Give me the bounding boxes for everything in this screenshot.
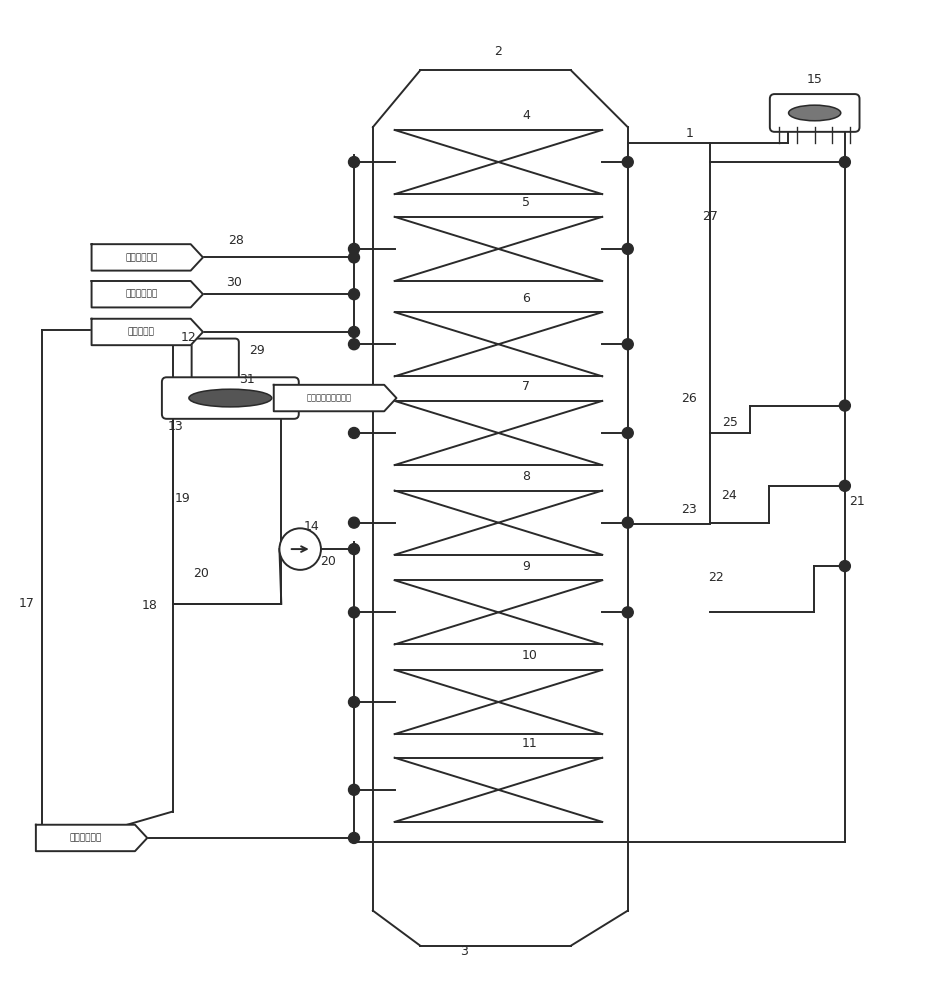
Text: 7: 7: [522, 380, 530, 393]
Text: 20: 20: [194, 567, 209, 580]
Circle shape: [348, 544, 360, 555]
Text: 高压蒸汽外供: 高压蒸汽外供: [125, 253, 158, 262]
Circle shape: [839, 157, 851, 168]
Polygon shape: [92, 319, 203, 345]
Circle shape: [348, 243, 360, 254]
Text: 外输蒸汽来: 外输蒸汽来: [127, 327, 155, 336]
FancyBboxPatch shape: [192, 339, 239, 382]
Text: 30: 30: [227, 276, 242, 289]
Text: 29: 29: [249, 344, 264, 357]
Text: 18: 18: [142, 599, 157, 612]
Circle shape: [348, 832, 360, 843]
Text: 低压炳脱氧蒸汽外供: 低压炳脱氧蒸汽外供: [307, 394, 351, 403]
Bar: [628, 143, 710, 524]
Text: 27: 27: [702, 210, 717, 223]
Text: 20: 20: [321, 555, 336, 568]
Ellipse shape: [788, 105, 841, 121]
Circle shape: [348, 289, 360, 300]
Text: 9: 9: [522, 560, 530, 573]
Text: 8: 8: [522, 470, 530, 483]
Text: 21: 21: [850, 495, 865, 508]
Text: 4: 4: [522, 109, 530, 122]
Text: 19: 19: [175, 492, 190, 505]
Text: 14: 14: [304, 520, 319, 533]
Circle shape: [622, 157, 633, 168]
Circle shape: [348, 326, 360, 337]
Text: 11: 11: [522, 737, 538, 750]
Text: 26: 26: [682, 392, 697, 405]
Circle shape: [279, 528, 321, 570]
Circle shape: [622, 339, 633, 350]
Circle shape: [622, 517, 633, 528]
Text: 外源补充水来: 外源补充水来: [69, 833, 102, 842]
Circle shape: [622, 243, 633, 254]
Circle shape: [348, 607, 360, 618]
Circle shape: [348, 517, 360, 528]
Circle shape: [348, 697, 360, 707]
Text: 31: 31: [240, 373, 255, 386]
Text: 12: 12: [181, 331, 196, 344]
Text: 22: 22: [708, 571, 723, 584]
Circle shape: [348, 784, 360, 795]
Polygon shape: [36, 825, 147, 851]
Circle shape: [839, 561, 851, 572]
Circle shape: [839, 400, 851, 411]
FancyBboxPatch shape: [162, 377, 298, 419]
Ellipse shape: [189, 389, 272, 407]
Text: 25: 25: [722, 416, 737, 429]
Circle shape: [622, 428, 633, 438]
Text: 23: 23: [682, 503, 697, 516]
FancyBboxPatch shape: [770, 94, 859, 132]
Polygon shape: [92, 244, 203, 271]
Text: 15: 15: [807, 73, 822, 86]
Circle shape: [839, 480, 851, 491]
Text: 28: 28: [228, 234, 244, 247]
Text: 3: 3: [461, 945, 468, 958]
Text: 异热蒸汽外供: 异热蒸汽外供: [125, 290, 158, 299]
Text: 1: 1: [685, 127, 693, 140]
Text: 17: 17: [19, 597, 34, 610]
Circle shape: [348, 339, 360, 350]
Bar: [173, 401, 281, 604]
Circle shape: [348, 157, 360, 168]
Text: 13: 13: [168, 420, 183, 433]
Circle shape: [348, 428, 360, 438]
Polygon shape: [274, 385, 396, 411]
Text: 6: 6: [522, 292, 530, 305]
Text: 5: 5: [522, 196, 530, 209]
Circle shape: [622, 607, 633, 618]
Text: 2: 2: [495, 45, 502, 58]
Text: 24: 24: [721, 489, 736, 502]
Circle shape: [348, 252, 360, 263]
Polygon shape: [92, 281, 203, 307]
Text: 10: 10: [522, 649, 538, 662]
